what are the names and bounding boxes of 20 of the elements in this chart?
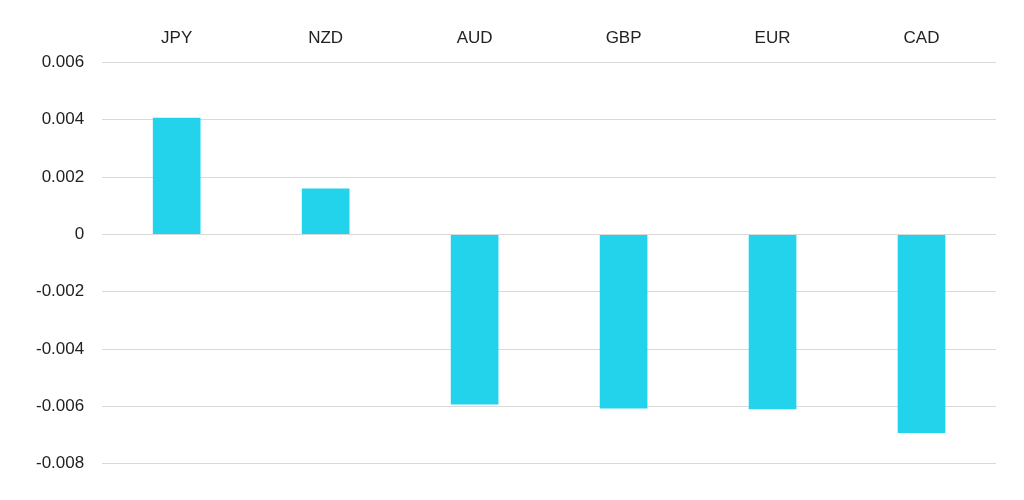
x-tick-label: AUD: [456, 27, 493, 47]
x-tick-label: JPY: [161, 27, 193, 47]
y-tick-label: 0.002: [41, 166, 85, 186]
y-tick-label: 0.004: [41, 109, 85, 129]
x-tick-label: EUR: [754, 27, 791, 47]
x-tick-label: CAD: [903, 27, 940, 47]
bar: [897, 234, 946, 434]
x-tick-label: GBP: [605, 27, 642, 47]
y-tick-label: -0.004: [36, 338, 85, 358]
x-tick-label: NZD: [308, 27, 344, 47]
y-tick-label: -0.002: [36, 281, 85, 301]
bar: [748, 234, 797, 410]
bar: [152, 117, 201, 234]
bar: [599, 234, 648, 409]
bar: [450, 234, 499, 405]
y-tick-label: -0.006: [36, 396, 85, 416]
bar: [301, 188, 350, 234]
y-tick-label: 0: [74, 224, 85, 244]
y-tick-label: -0.008: [36, 453, 85, 473]
y-tick-label: 0.006: [41, 52, 85, 72]
